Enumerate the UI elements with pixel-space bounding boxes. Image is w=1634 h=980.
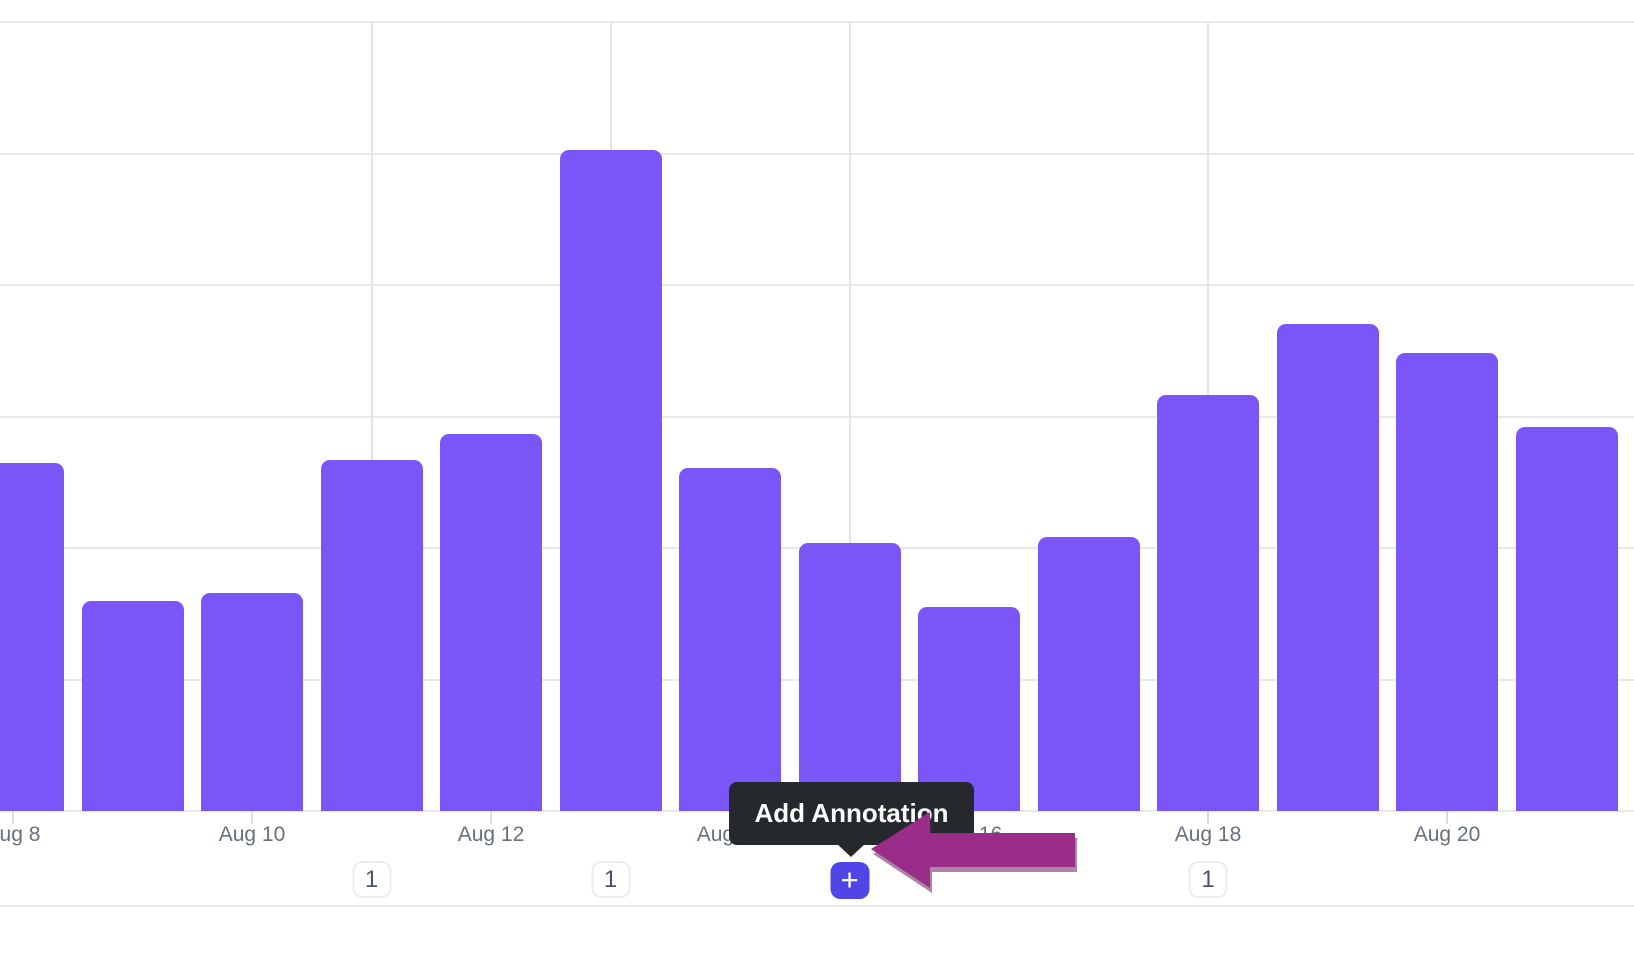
bar-aug-20[interactable] [1396,353,1498,811]
bar-aug-9[interactable] [82,601,184,811]
bar-aug-18[interactable] [1157,395,1259,811]
bar-aug-17[interactable] [1038,537,1140,811]
annotation-badge-aug-11[interactable]: 1 [352,861,391,898]
bar-aug-16[interactable] [918,607,1020,811]
tooltip-pointer-icon [836,843,867,857]
plus-icon: + [840,862,859,897]
annotation-marker-line [848,22,851,811]
bar-aug-12[interactable] [440,434,542,811]
add-annotation-button[interactable]: + [830,862,869,899]
gridline-h [0,284,1634,286]
bar-aug-10[interactable] [201,593,303,811]
annotation-arrow-left-icon [871,812,1075,888]
x-axis-tick [490,811,492,824]
gridline-h [0,415,1634,418]
x-axis-tick [12,811,14,824]
bar-aug-21[interactable] [1516,427,1618,811]
bar-aug-13[interactable] [560,150,662,811]
x-axis-label: Aug 18 [1174,823,1242,846]
bar-aug-15[interactable] [799,543,901,811]
x-axis-label: Aug 12 [457,823,525,846]
bar-aug-14[interactable] [679,468,781,811]
x-axis-label: Aug 10 [218,823,286,846]
bar-aug-11[interactable] [321,460,423,811]
x-axis-label: Aug 8 [0,823,41,846]
x-axis-tick [1446,811,1448,824]
bar-aug-8[interactable] [0,463,64,811]
x-axis-tick [251,811,253,824]
gridline-h [0,21,1634,23]
annotation-marker-line [370,22,373,811]
bottom-divider [0,905,1634,907]
annotation-badge-aug-18[interactable]: 1 [1188,861,1228,898]
x-axis-label: Aug 20 [1413,823,1481,846]
bar-aug-19[interactable] [1277,324,1379,811]
gridline-h [0,152,1634,155]
annotation-badge-aug-13[interactable]: 1 [591,861,630,898]
x-axis-tick [1207,811,1209,824]
